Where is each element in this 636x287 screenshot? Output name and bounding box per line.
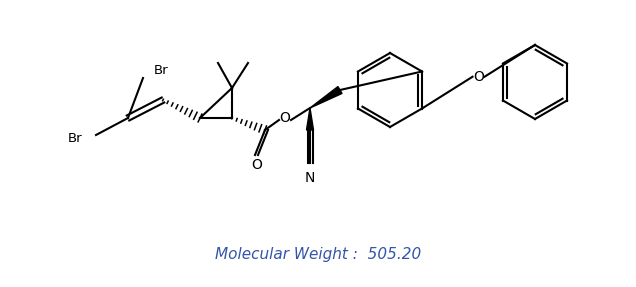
Polygon shape: [310, 87, 342, 108]
Text: Br: Br: [67, 131, 82, 144]
Text: Br: Br: [154, 63, 169, 77]
Text: N: N: [305, 171, 315, 185]
Text: Molecular Weight :  505.20: Molecular Weight : 505.20: [215, 247, 421, 263]
Polygon shape: [307, 108, 314, 130]
Text: O: O: [280, 111, 291, 125]
Text: O: O: [252, 158, 263, 172]
Text: O: O: [473, 70, 484, 84]
